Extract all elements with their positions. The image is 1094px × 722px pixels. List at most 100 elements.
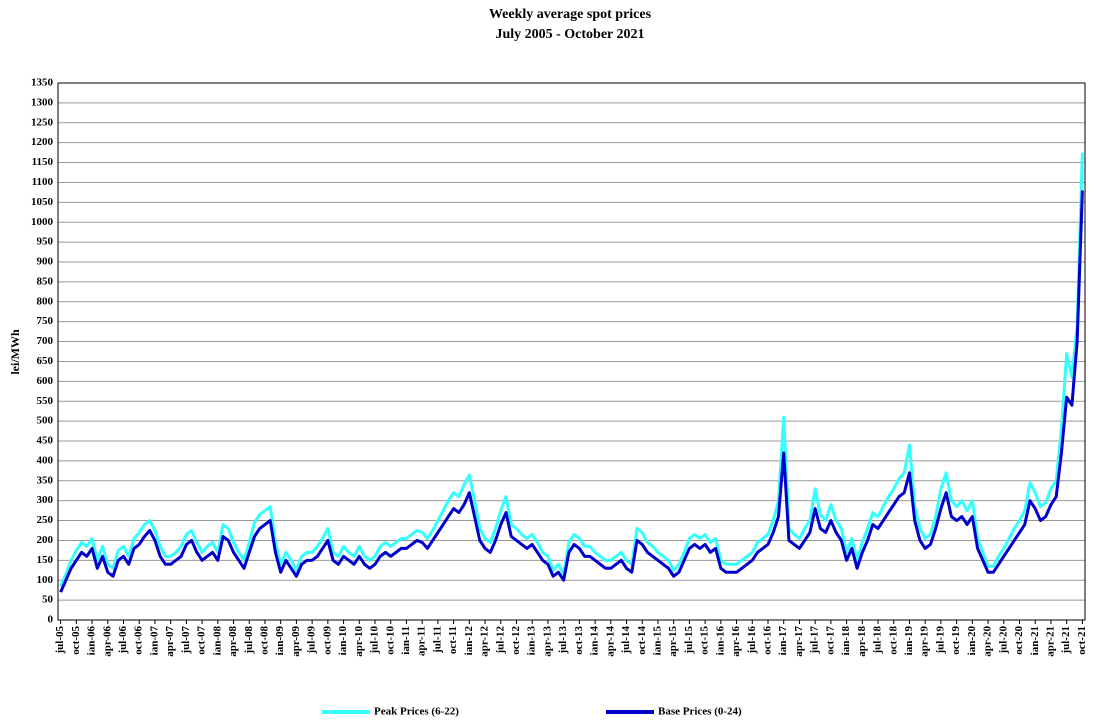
- x-tick-label: apr-07: [164, 626, 176, 657]
- x-tick-label: jul-14: [620, 626, 632, 655]
- x-tick-label: jul-16: [746, 626, 758, 655]
- x-tick-label: oct-16: [762, 626, 774, 655]
- x-tick-label: ian-21: [1029, 626, 1041, 655]
- x-tick-label: jul-06: [117, 626, 129, 655]
- x-tick-label: jul-07: [180, 626, 192, 655]
- x-tick-label: oct-09: [321, 626, 333, 655]
- x-tick-label: jul-08: [243, 626, 255, 655]
- x-tick-label: oct-10: [384, 626, 396, 655]
- x-tick-label: ian-07: [148, 626, 160, 656]
- x-tick-label: oct-18: [887, 626, 899, 655]
- y-tick-label: 0: [48, 614, 54, 626]
- y-tick-label: 200: [37, 534, 54, 546]
- y-tick-label: 350: [37, 474, 54, 486]
- y-tick-label: 950: [37, 236, 54, 248]
- x-tick-label: ian-16: [714, 626, 726, 656]
- legend-label: Peak Prices (6-22): [374, 706, 459, 718]
- y-axis-label: lei/MWh: [8, 329, 22, 375]
- x-tick-label: ian-15: [651, 626, 663, 656]
- x-tick-label: oct-12: [510, 626, 522, 655]
- x-tick-label: apr-20: [982, 626, 994, 657]
- y-tick-label: 900: [37, 256, 54, 268]
- x-tick-label: oct-17: [824, 626, 836, 655]
- x-tick-label: oct-19: [950, 626, 962, 655]
- x-tick-label: oct-05: [70, 626, 82, 655]
- x-tick-label: jul-05: [54, 626, 66, 655]
- x-tick-label: oct-21: [1076, 626, 1088, 655]
- x-tick-label: apr-21: [1044, 626, 1056, 657]
- y-tick-label: 600: [37, 375, 54, 387]
- x-tick-label: ian-06: [86, 626, 98, 656]
- y-tick-label: 850: [37, 275, 54, 287]
- x-tick-label: ian-12: [463, 626, 475, 656]
- plot-frame: [57, 82, 1086, 621]
- x-tick-label: jul-21: [1060, 626, 1072, 655]
- x-tick-label: ian-11: [400, 626, 412, 655]
- x-tick-label: ian-13: [526, 626, 538, 656]
- x-tick-label: apr-12: [479, 626, 491, 657]
- y-tick-label: 1000: [31, 216, 54, 228]
- x-tick-label: jul-12: [494, 626, 506, 655]
- x-tick-label: ian-20: [966, 626, 978, 656]
- x-tick-label: apr-14: [604, 626, 616, 657]
- x-tick-label: jul-18: [872, 626, 884, 655]
- x-tick-label: oct-13: [573, 626, 585, 655]
- y-tick-label: 500: [37, 415, 54, 427]
- y-tick-label: 1050: [31, 196, 54, 208]
- y-tick-label: 1200: [31, 136, 54, 148]
- y-tick-label: 100: [37, 574, 54, 586]
- y-tick-label: 1250: [31, 116, 54, 128]
- y-tick-label: 800: [37, 295, 54, 307]
- x-tick-label: apr-17: [793, 626, 805, 657]
- x-tick-label: ian-19: [903, 626, 915, 656]
- x-tick-label: oct-06: [133, 626, 145, 655]
- y-tick-label: 1300: [31, 96, 54, 108]
- y-tick-label: 700: [37, 335, 54, 347]
- chart-subtitle: July 2005 - October 2021: [495, 27, 644, 42]
- x-tick-label: jul-13: [557, 626, 569, 655]
- x-tick-label: jul-19: [934, 626, 946, 655]
- x-tick-label: oct-15: [699, 626, 711, 655]
- x-tick-label: ian-08: [211, 626, 223, 656]
- x-tick-label: oct-14: [636, 626, 648, 655]
- x-tick-label: apr-18: [856, 626, 868, 657]
- x-tick-label: oct-20: [1013, 626, 1025, 655]
- y-tick-label: 300: [37, 494, 54, 506]
- x-tick-label: jul-09: [306, 626, 318, 655]
- x-tick-label: apr-13: [541, 626, 553, 657]
- legend-label: Base Prices (0-24): [658, 706, 742, 718]
- x-tick-label: jul-17: [809, 626, 821, 655]
- y-tick-label: 1150: [32, 156, 54, 168]
- line-series: [59, 152, 1084, 587]
- x-tick-label: jul-10: [369, 626, 381, 655]
- y-tick-label: 250: [37, 514, 54, 526]
- x-tick-label: jul-15: [683, 626, 695, 655]
- x-tick-label: apr-06: [101, 626, 113, 657]
- y-tick-label: 1350: [31, 77, 54, 89]
- x-tick-label: oct-07: [196, 626, 208, 655]
- y-tick-label: 650: [37, 355, 54, 367]
- y-tick-label: 50: [42, 594, 54, 606]
- x-tick-label: ian-14: [589, 626, 601, 656]
- x-tick-label: ian-09: [274, 626, 286, 656]
- y-tick-label: 750: [37, 315, 54, 327]
- x-tick-label: apr-10: [353, 626, 365, 657]
- x-tick-label: ian-17: [777, 626, 789, 656]
- x-tick-label: apr-08: [227, 626, 239, 657]
- y-tick-label: 1100: [32, 176, 54, 188]
- x-tick-label: apr-09: [290, 626, 302, 657]
- x-tick-label: jul-20: [997, 626, 1009, 655]
- x-tick-label: ian-10: [337, 626, 349, 656]
- x-tick-label: jul-11: [431, 626, 443, 654]
- x-tick-label: oct-11: [447, 626, 459, 654]
- x-tick-label: ian-18: [840, 626, 852, 656]
- y-tick-label: 400: [37, 454, 54, 466]
- y-tick-label: 150: [37, 554, 54, 566]
- line-series: [59, 190, 1084, 593]
- y-tick-label: 450: [37, 435, 54, 447]
- chart-title: Weekly average spot prices: [489, 7, 652, 22]
- x-tick-label: apr-16: [730, 626, 742, 657]
- x-tick-label: oct-08: [259, 626, 271, 655]
